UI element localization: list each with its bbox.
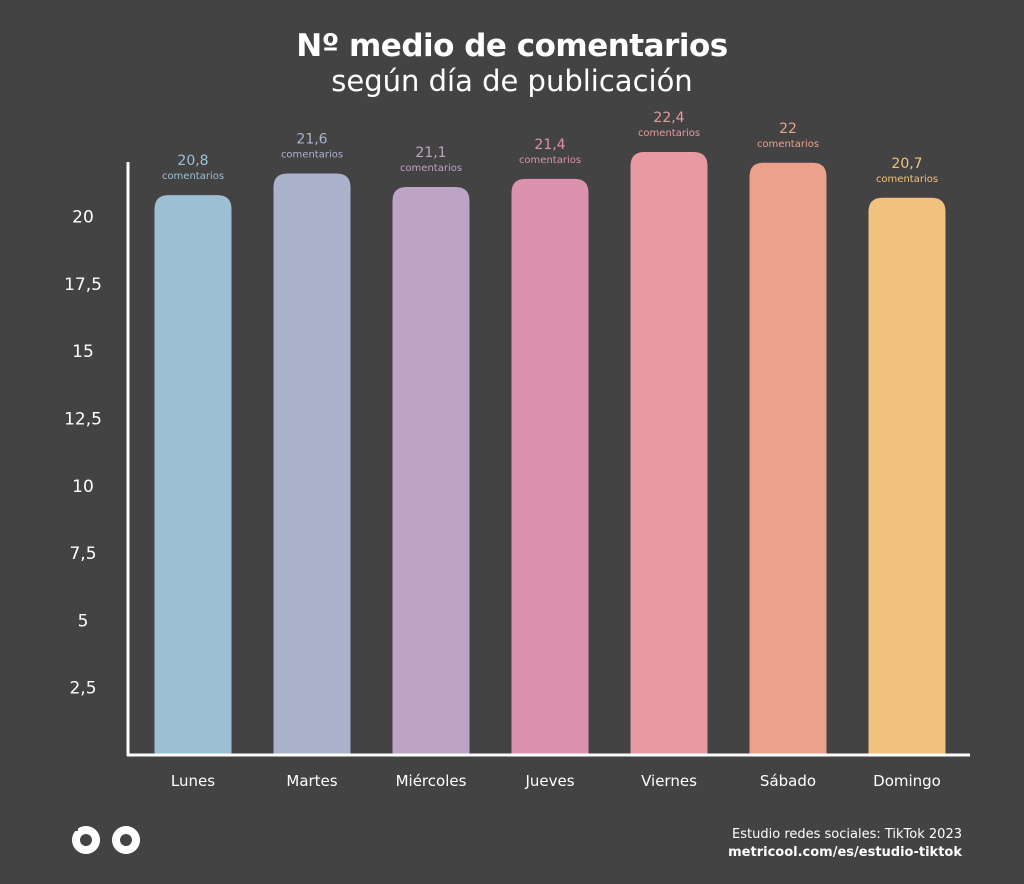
bar [273, 173, 351, 756]
x-tick-label: Sábado [760, 772, 816, 790]
bar [868, 197, 946, 755]
bar-value-label: 20,7 [891, 156, 922, 172]
bar-value-label: 21,6 [296, 132, 327, 148]
metricool-logo-icon [72, 825, 141, 854]
bar [749, 162, 827, 756]
bar [392, 186, 470, 755]
y-tick-label: 5 [78, 611, 89, 631]
bar-unit-label: comentarios [281, 150, 343, 161]
bar-unit-label: comentarios [400, 163, 462, 174]
y-tick-label: 12,5 [64, 410, 102, 430]
x-tick-label: Domingo [873, 772, 941, 790]
bar-value-label: 21,1 [415, 145, 446, 161]
bar-unit-label: comentarios [876, 174, 938, 185]
bar-value-label: 21,4 [534, 137, 565, 153]
x-tick-label: Jueves [524, 772, 574, 790]
bar-value-label: 20,8 [177, 153, 208, 169]
bar-unit-label: comentarios [638, 128, 700, 139]
footer: Estudio redes sociales: TikTok 2023 metr… [728, 826, 962, 862]
x-tick-label: Miércoles [396, 772, 467, 790]
x-tick-label: Viernes [641, 772, 697, 790]
y-tick-label: 10 [72, 477, 94, 497]
y-tick-label: 15 [72, 342, 94, 362]
footer-source: Estudio redes sociales: TikTok 2023 [732, 827, 962, 842]
bar [154, 195, 232, 756]
y-tick-label: 20 [72, 208, 94, 228]
footer-url[interactable]: metricool.com/es/estudio-tiktok [728, 845, 962, 860]
y-tick-label: 7,5 [69, 544, 96, 564]
bar-value-label: 22 [779, 121, 797, 137]
y-tick-label: 2,5 [69, 679, 96, 699]
bar [630, 152, 708, 755]
bar-unit-label: comentarios [757, 139, 819, 150]
chart-subtitle: según día de publicación [331, 64, 693, 98]
bar-value-label: 22,4 [653, 110, 684, 126]
y-tick-label: 17,5 [64, 275, 102, 295]
bar-unit-label: comentarios [162, 171, 224, 182]
bar [511, 178, 589, 755]
x-tick-label: Lunes [171, 772, 215, 790]
chart-title: Nº medio de comentarios [296, 28, 728, 64]
bar-unit-label: comentarios [519, 155, 581, 166]
x-tick-label: Martes [286, 772, 337, 790]
